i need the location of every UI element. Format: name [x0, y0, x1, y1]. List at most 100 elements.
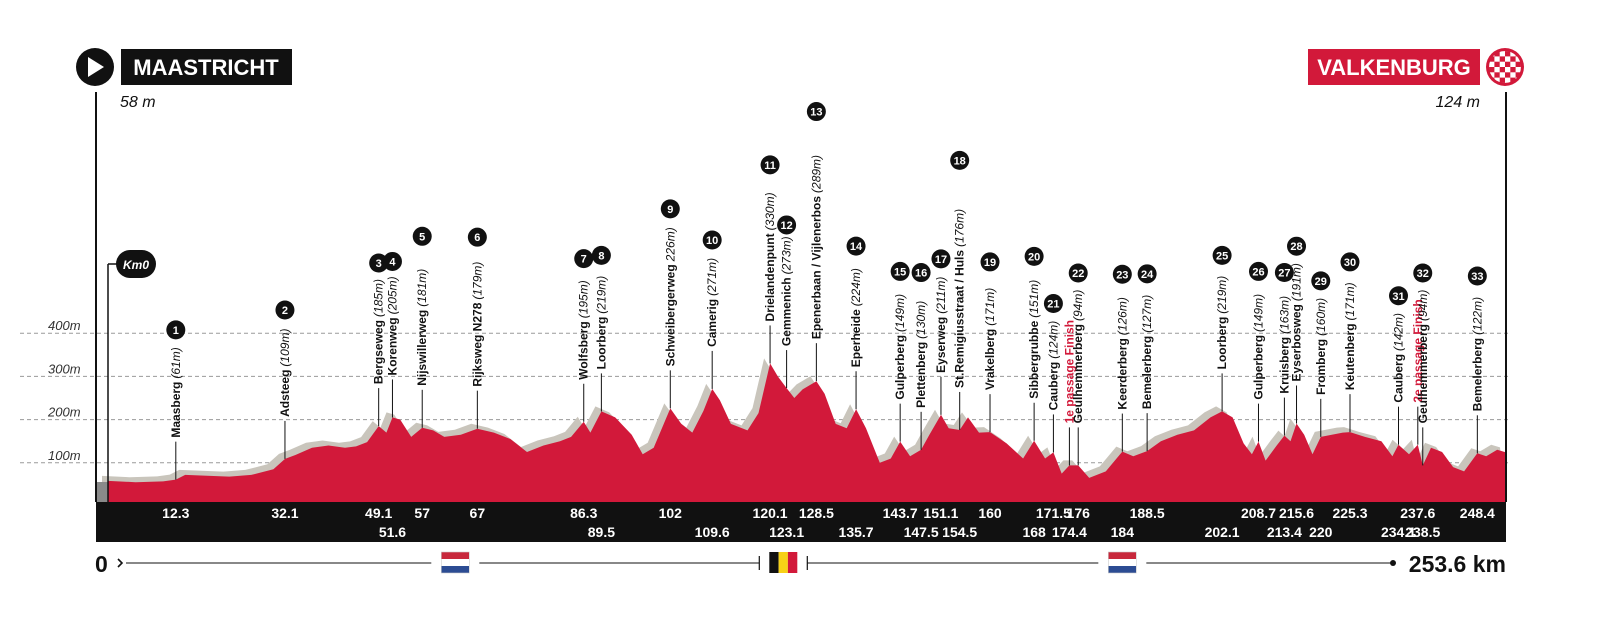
km-tick-label: 188.5: [1130, 505, 1165, 521]
climb-17: Eyserweg(211m) 17: [931, 249, 951, 415]
climb-number: 20: [1028, 251, 1040, 263]
km-tick-label: 225.3: [1332, 505, 1367, 521]
climb-height: (94m): [1071, 290, 1085, 321]
climb-height: (160m): [1314, 298, 1328, 336]
km-tick-label: 215.6: [1279, 505, 1314, 521]
climb-name: Bemelerberg(122m): [1470, 297, 1484, 411]
climb-height: (124m): [1046, 321, 1060, 359]
climb-height: 226m): [663, 227, 677, 262]
climb-height: (151m): [1027, 280, 1041, 318]
climb-number-badge: [1112, 264, 1132, 284]
climb-number: 3: [376, 258, 382, 270]
km-tick-label: 174.4: [1052, 524, 1087, 540]
climb-number-badge: [1274, 262, 1294, 282]
km-tick-label: 120.1: [753, 505, 788, 521]
climb-name: Plettenberg(130m): [914, 301, 928, 408]
climb-number: 8: [598, 250, 604, 262]
climb-29: Fromberg(160m) 29: [1311, 271, 1331, 437]
climb-number: 32: [1417, 268, 1429, 280]
climb-6: Rijksweg N278(179m) 6: [467, 227, 487, 429]
start-header: MAASTRICHT 58 m: [76, 48, 292, 111]
flag-belgium-icon: [758, 552, 808, 573]
climb-number: 27: [1278, 267, 1290, 279]
climb-number: 13: [810, 107, 822, 119]
km-tick-label: 86.3: [570, 505, 597, 521]
climb-height: (179m): [470, 262, 484, 300]
climb-number-badge: [980, 252, 1000, 272]
climb-number-badge: [777, 215, 797, 235]
climb-number-badge: [1340, 252, 1360, 272]
distance-end-dot: [1390, 560, 1396, 566]
y-tick-label: 100m: [48, 448, 81, 463]
climb-name: Bergseweg(185m): [372, 279, 386, 384]
km0-badge: [116, 250, 156, 278]
climb-1: Maasberg(61m) 1: [166, 320, 186, 480]
climb-number: 31: [1392, 291, 1404, 303]
climb-number-badge: [1137, 264, 1157, 284]
climb-name: Cauberg(124m): [1046, 321, 1060, 411]
distance-start-chevron: [117, 558, 124, 568]
checkered-flag-icon: [1486, 48, 1524, 86]
climb-number-badge: [931, 249, 951, 269]
climb-number: 6: [474, 232, 480, 244]
climb-12: Gemmenich(273m) 12: [777, 215, 797, 389]
climb-number: 12: [780, 220, 792, 232]
climb-height: (149m): [893, 294, 907, 332]
climb-name: Eyserbosweg(191m): [1290, 263, 1304, 381]
climb-name: Gemmenich(273m): [780, 236, 794, 346]
climb-name: Wolfsberg(195m): [577, 280, 591, 379]
km-band: [96, 502, 1506, 542]
climb-height: (61m): [169, 347, 183, 378]
climb-height: (219m): [1215, 276, 1229, 314]
climb-number: 22: [1072, 268, 1084, 280]
km-tick-label: 49.1: [365, 505, 392, 521]
climb-number-badge: [1043, 294, 1063, 314]
climb-height: (127m): [1140, 295, 1154, 333]
climb-number: 30: [1344, 257, 1356, 269]
climb-number-badge: [369, 253, 389, 273]
climb-name: Loorberg(219m): [1215, 276, 1229, 370]
elevation-profile: [108, 363, 1506, 502]
climb-number: 23: [1116, 269, 1128, 281]
km-tick-label: 234.1: [1381, 524, 1416, 540]
climb-name: Fromberg(160m): [1314, 298, 1328, 395]
climb-name: Gulperberg(149m): [893, 294, 907, 400]
km-tick-label: 184: [1111, 524, 1135, 540]
finish-altitude: 124 m: [1436, 94, 1480, 111]
climb-number: 19: [984, 257, 996, 269]
climb-name: Drielandenpunt(330m): [763, 192, 777, 321]
km-tick-label: 123.1: [769, 524, 804, 540]
climb-name: Maasberg(61m): [169, 347, 183, 437]
climb-31: Cauberg(142m) 31: [1389, 286, 1409, 445]
climb-number: 16: [915, 268, 927, 280]
start-altitude: 58 m: [120, 94, 156, 111]
climb-number-badge: [412, 226, 432, 246]
climb-number-badge: [275, 300, 295, 320]
climb-number-badge: [382, 251, 402, 271]
km0-marker: Km0: [107, 250, 156, 502]
climb-number: 4: [389, 256, 396, 268]
climb-number: 10: [706, 235, 718, 247]
climb-name: Kruisberg(163m): [1277, 296, 1291, 394]
climb-number-badge: [846, 236, 866, 256]
finish-label-box: [1308, 49, 1480, 85]
km-tick-label: 128.5: [799, 505, 834, 521]
climb-number: 25: [1216, 250, 1228, 262]
climb-20: Sibbergrubbe(151m) 20: [1024, 246, 1044, 441]
climb-height: (219m): [594, 276, 608, 314]
climb-name: Geulhemmerberg(94m): [1071, 290, 1085, 424]
climb-height: (195m): [577, 280, 591, 318]
km-tick-label: 208.7: [1241, 505, 1276, 521]
climb-finish-pass-21: 1e passage Finish: [1062, 320, 1076, 466]
climb-4: Korenweg(205m) 4: [382, 251, 402, 418]
km-tick-label: 57: [414, 505, 430, 521]
climb-height: (191m): [1290, 263, 1304, 301]
climb-height: (181m): [415, 269, 429, 307]
y-tick-label: 200m: [47, 405, 81, 420]
climb-number-badge: [166, 320, 186, 340]
km-tick-label: 109.6: [695, 524, 730, 540]
climb-2: Adsteeg(109m) 2: [275, 300, 295, 459]
km-tick-label: 32.1: [271, 505, 298, 521]
climb-number-badge: [1248, 261, 1268, 281]
climb-name: St.Remigiusstraat / Huls(176m): [953, 209, 967, 388]
